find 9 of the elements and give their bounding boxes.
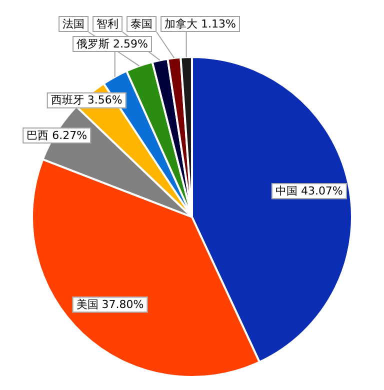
slice-label: 西班牙 3.56%	[50, 94, 122, 107]
slice-label: 中国 43.07%	[275, 184, 343, 198]
slice-label: 美国 37.80%	[76, 298, 144, 311]
slice-label: 法国	[62, 17, 85, 30]
slice-label: 泰国	[130, 17, 153, 30]
slice-label: 智利	[96, 17, 119, 30]
slice-label: 俄罗斯 2.59%	[76, 37, 148, 50]
slice-label: 巴西 6.27%	[26, 128, 88, 142]
slice-label: 加拿大 1.13%	[164, 17, 236, 30]
